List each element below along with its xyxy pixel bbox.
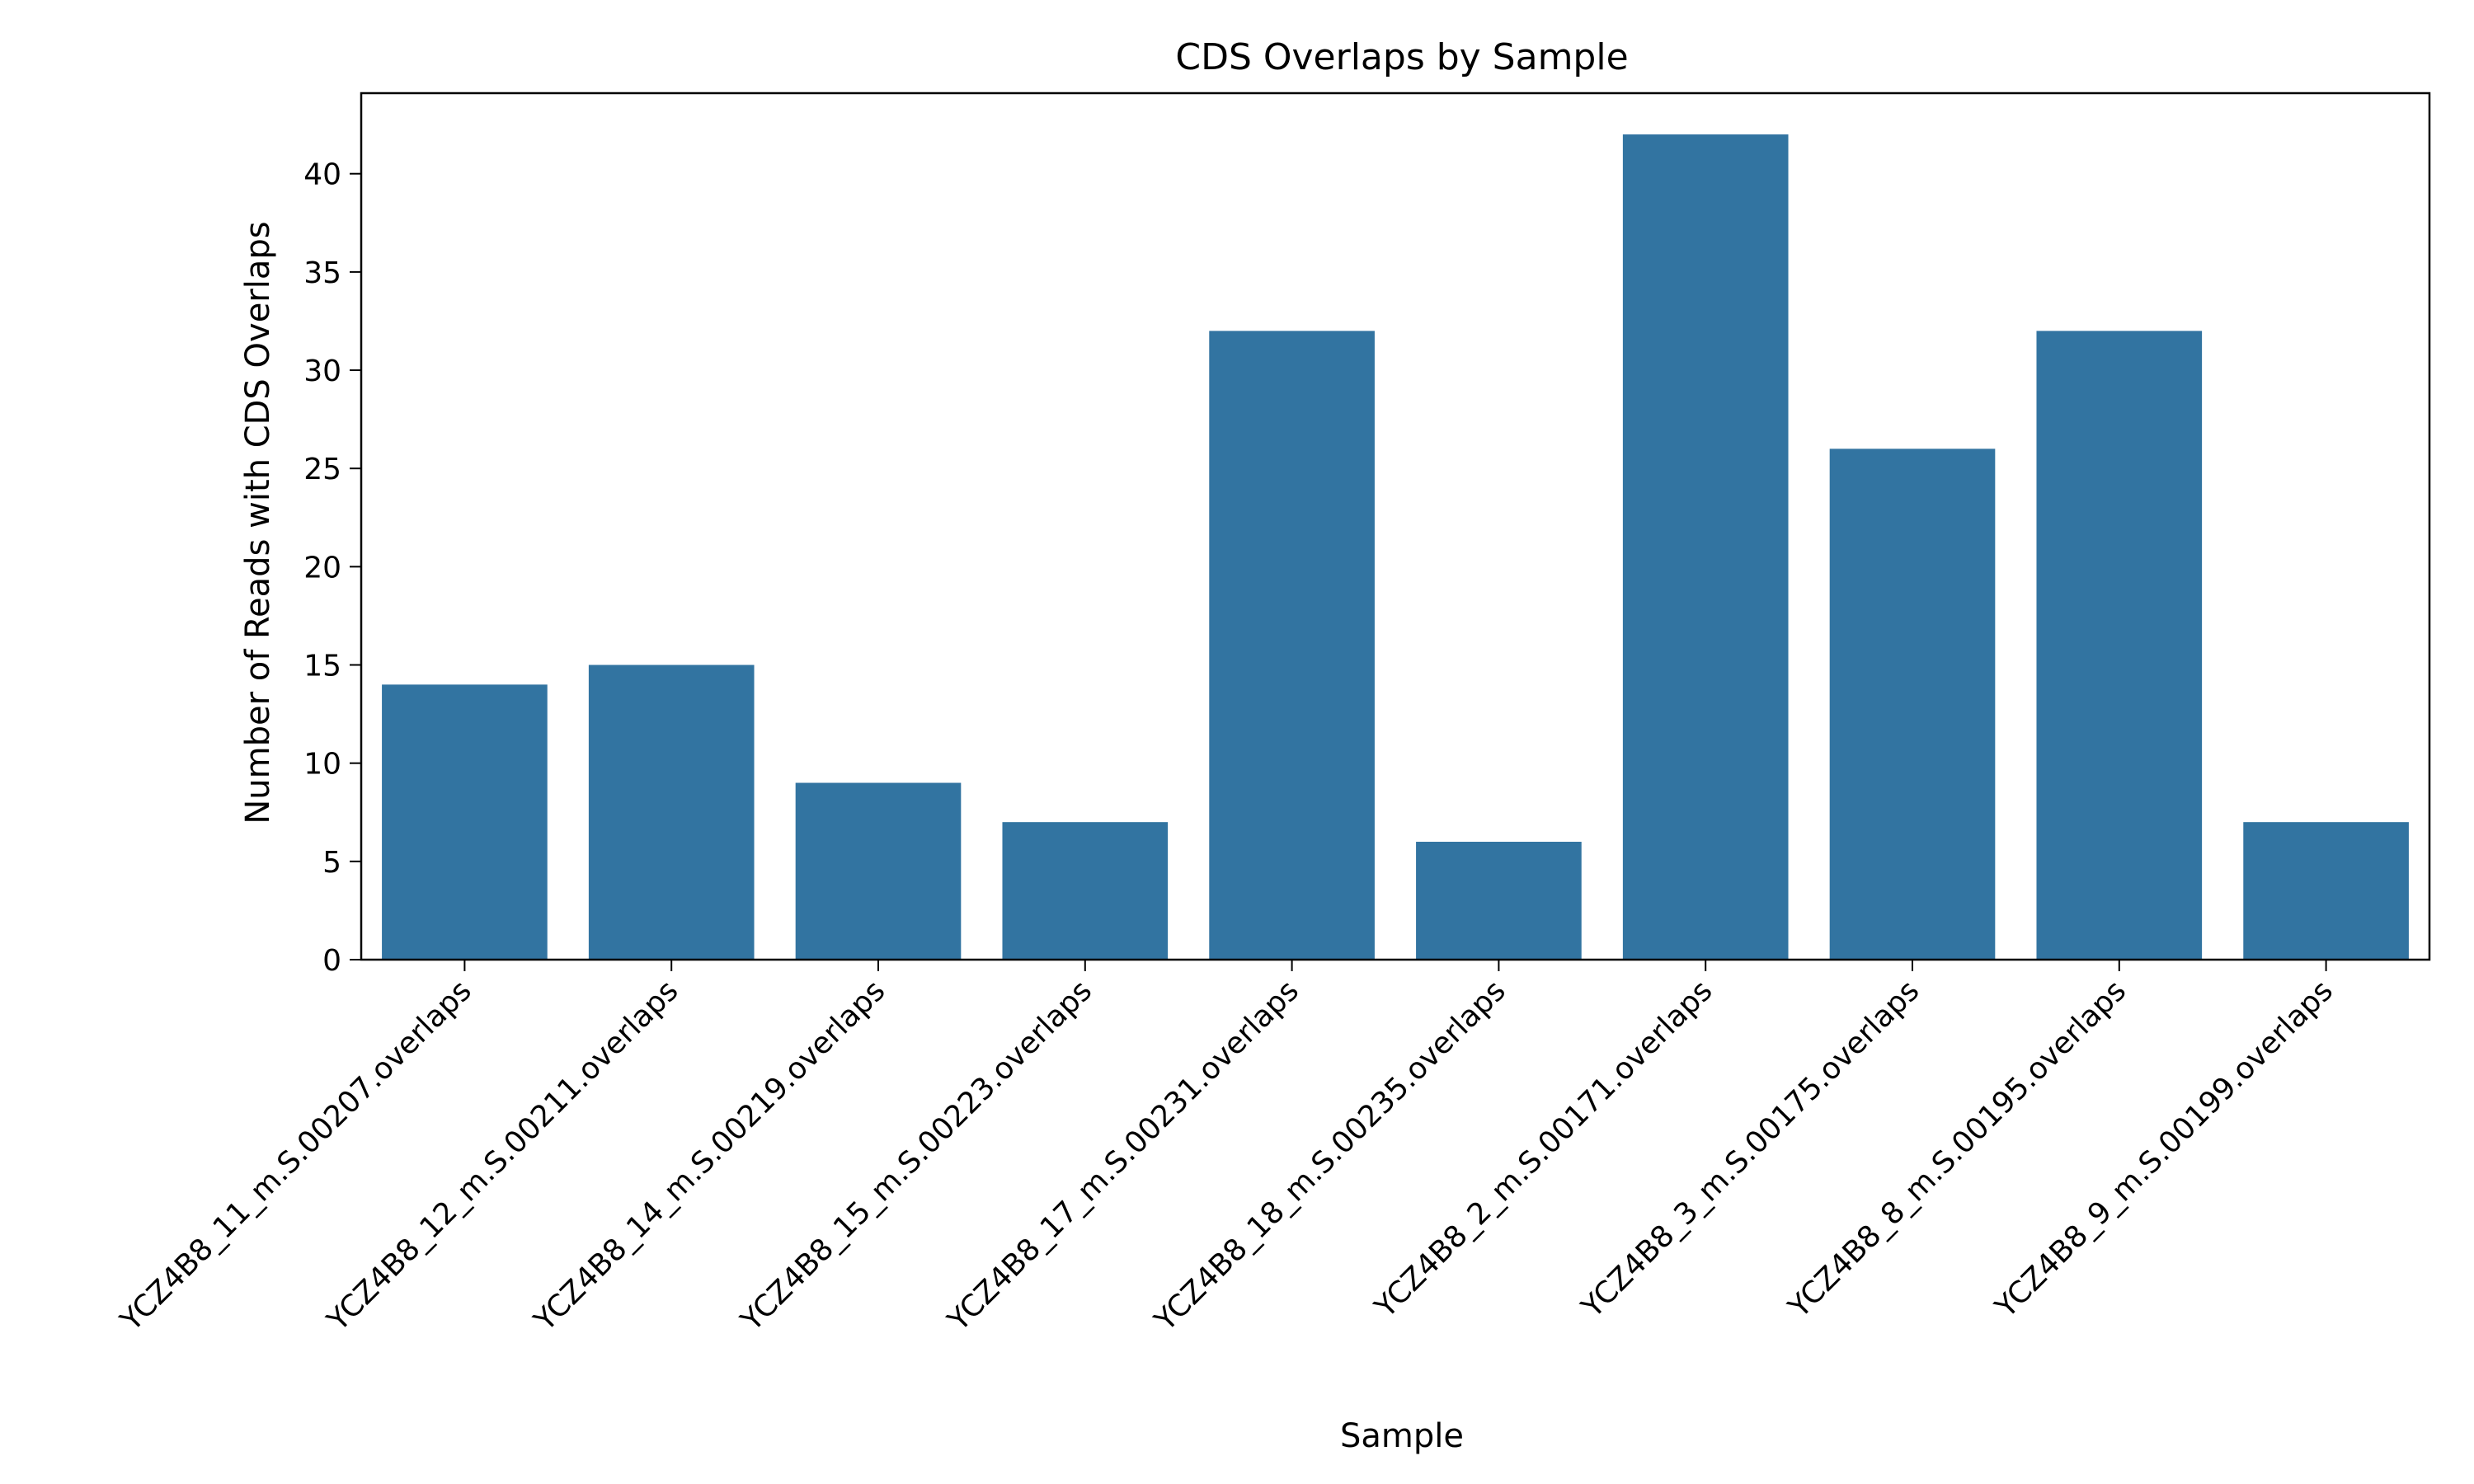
y-tick-label: 35	[303, 256, 341, 290]
bar	[1416, 842, 1582, 960]
bar	[1209, 331, 1375, 960]
bar	[588, 665, 755, 960]
y-axis: 0 5 10 15 20 25 30 35 40	[303, 158, 361, 978]
bar	[1002, 822, 1169, 960]
plot-frame	[360, 92, 2431, 961]
bar	[382, 684, 548, 960]
bar	[1829, 448, 1996, 960]
y-tick-label: 10	[303, 748, 341, 782]
y-tick-label: 15	[303, 650, 341, 683]
bar	[2243, 822, 2409, 960]
y-tick-label: 20	[303, 551, 341, 585]
y-tick-label: 40	[303, 158, 341, 192]
bar	[2036, 331, 2203, 960]
bar	[1622, 134, 1789, 960]
y-tick-label: 30	[303, 355, 341, 388]
y-tick-label: 5	[322, 846, 341, 880]
bar	[795, 782, 962, 960]
plot-area	[382, 134, 2409, 960]
chart-title: CDS Overlaps by Sample	[1175, 36, 1628, 78]
y-axis-label: Number of Reads with CDS Overlaps	[239, 221, 277, 824]
x-axis-label: Sample	[1340, 1417, 1464, 1455]
y-tick-label: 0	[322, 944, 341, 978]
y-tick-label: 25	[303, 453, 341, 486]
